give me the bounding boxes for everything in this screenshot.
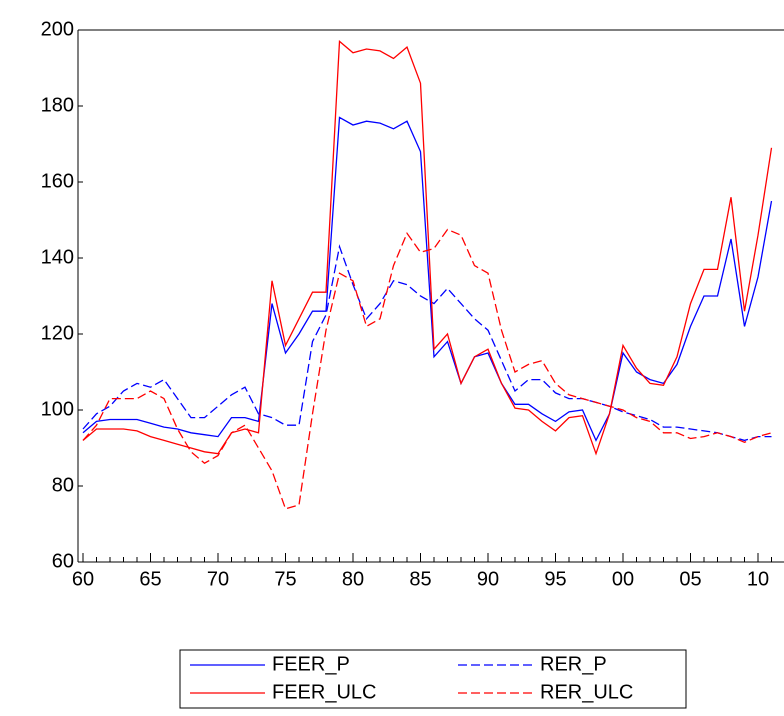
y-tick-label: 160	[41, 170, 74, 192]
series-line	[82, 228, 772, 510]
x-tick-label: 95	[544, 568, 566, 590]
series-line	[82, 244, 772, 442]
x-tick-label: 00	[612, 568, 634, 590]
y-tick-label: 60	[52, 550, 74, 572]
x-tick-label: 70	[207, 568, 229, 590]
x-tick-label: 65	[139, 568, 161, 590]
legend-box	[179, 649, 687, 709]
legend-label: RER_P	[540, 653, 607, 675]
x-tick-label: 80	[342, 568, 364, 590]
legend-label: FEER_P	[272, 653, 350, 675]
legend-label: RER_ULC	[540, 681, 633, 703]
x-tick-label: 90	[477, 568, 499, 590]
y-tick-label: 80	[52, 474, 74, 496]
x-tick-label: 05	[679, 568, 701, 590]
x-tick-label: 85	[409, 568, 431, 590]
y-tick-label: 180	[41, 94, 74, 116]
x-tick-label: 10	[747, 568, 769, 590]
series-line	[82, 116, 773, 442]
series-line	[82, 40, 773, 456]
x-tick-label: 60	[72, 568, 94, 590]
x-tick-label: 75	[274, 568, 296, 590]
y-tick-label: 120	[41, 322, 74, 344]
y-tick-label: 200	[41, 18, 74, 40]
y-tick-label: 100	[41, 398, 74, 420]
legend-label: FEER_ULC	[272, 681, 376, 703]
y-tick-label: 140	[41, 246, 74, 268]
